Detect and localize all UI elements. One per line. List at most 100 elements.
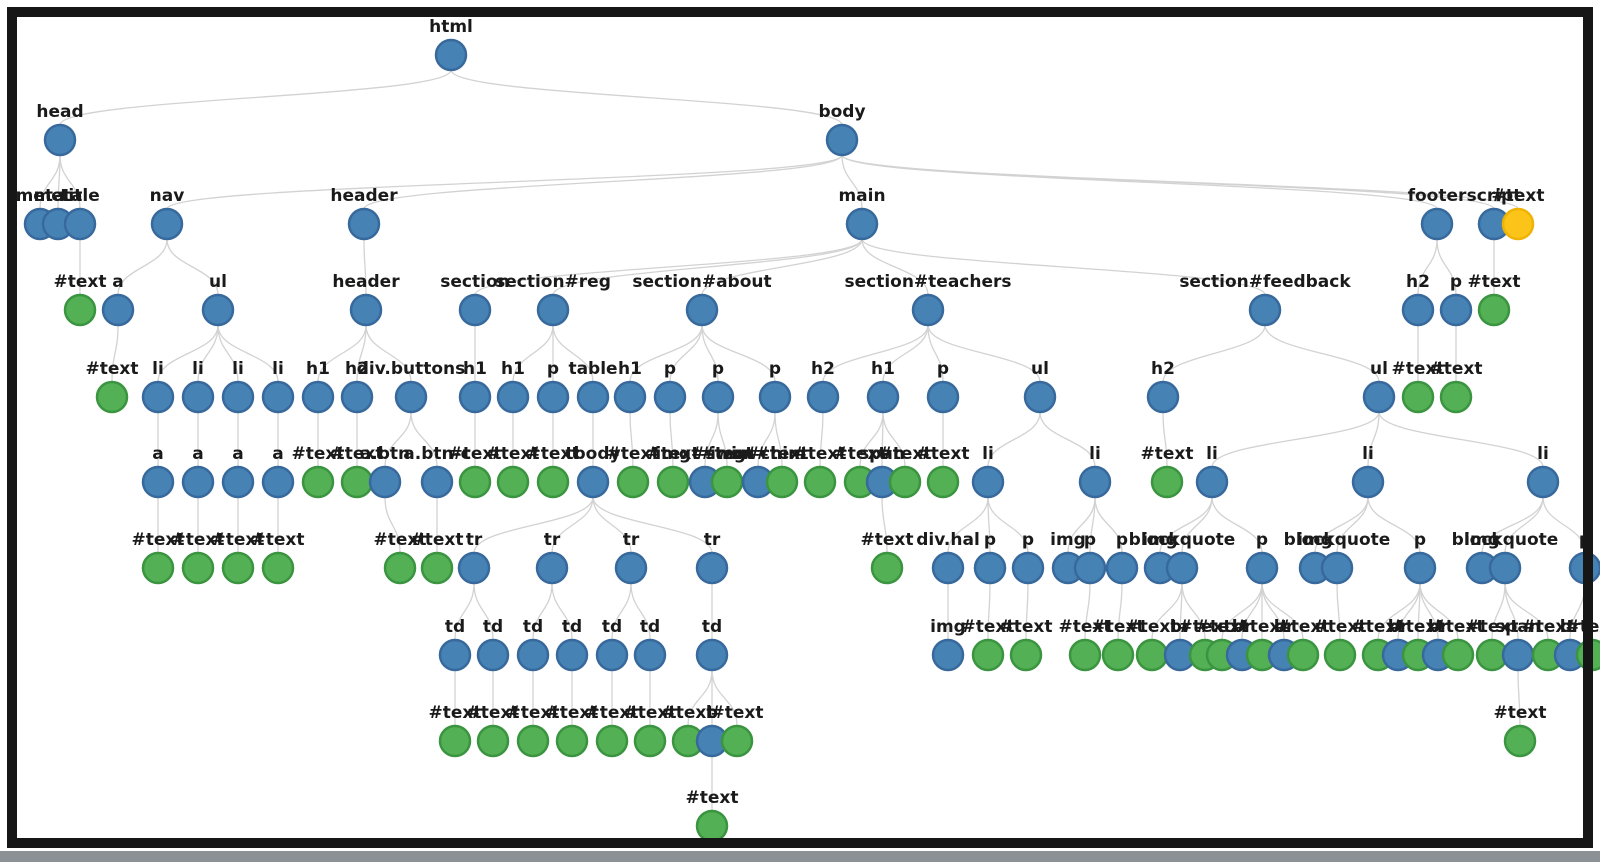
tree-node-p-37[interactable] xyxy=(653,380,687,414)
tree-node-text-136[interactable] xyxy=(516,724,550,758)
tree-node-text-12[interactable] xyxy=(63,293,97,327)
tree-node-li-71[interactable] xyxy=(971,465,1005,499)
tree-node-text-11[interactable] xyxy=(1501,207,1535,241)
tree-node-td-104[interactable] xyxy=(476,638,510,672)
tree-node-text-138[interactable] xyxy=(595,724,629,758)
tree-node-title-5[interactable] xyxy=(63,207,97,241)
tree-node-text-56[interactable] xyxy=(458,465,492,499)
tree-node-text-65[interactable] xyxy=(765,465,799,499)
tree-node-sectionfeedback-20[interactable] xyxy=(1248,293,1282,327)
tree-node-p-90[interactable] xyxy=(1011,551,1045,585)
tree-node-td-103[interactable] xyxy=(438,638,472,672)
tree-node-text-52[interactable] xyxy=(301,465,335,499)
tree-node-text-115[interactable] xyxy=(1135,638,1169,672)
tree-node-li-74[interactable] xyxy=(1195,465,1229,499)
tree-node-text-137[interactable] xyxy=(555,724,589,758)
tree-node-section-16[interactable] xyxy=(458,293,492,327)
tree-node-text-113[interactable] xyxy=(1068,638,1102,672)
tree-node-img-110[interactable] xyxy=(931,638,965,672)
tree-node-a-50[interactable] xyxy=(221,465,255,499)
tree-node-h2-40[interactable] xyxy=(806,380,840,414)
tree-node-td-109[interactable] xyxy=(695,638,729,672)
tree-node-tr-85[interactable] xyxy=(614,551,648,585)
tree-node-sectionteachers-19[interactable] xyxy=(911,293,945,327)
tree-node-text-57[interactable] xyxy=(496,465,530,499)
tree-node-h1-29[interactable] xyxy=(301,380,335,414)
tree-node-text-134[interactable] xyxy=(438,724,472,758)
tree-node-li-75[interactable] xyxy=(1351,465,1385,499)
tree-node-text-69[interactable] xyxy=(888,465,922,499)
tree-node-p-96[interactable] xyxy=(1245,551,1279,585)
tree-node-p-22[interactable] xyxy=(1439,293,1473,327)
tree-node-text-79[interactable] xyxy=(221,551,255,585)
tree-node-h1-41[interactable] xyxy=(866,380,900,414)
tree-node-td-105[interactable] xyxy=(516,638,550,672)
tree-node-div.buttons-31[interactable] xyxy=(394,380,428,414)
tree-node-text-47[interactable] xyxy=(1439,380,1473,414)
tree-node-li-25[interactable] xyxy=(141,380,175,414)
tree-node-p-38[interactable] xyxy=(701,380,735,414)
tree-node-text-46[interactable] xyxy=(1401,380,1435,414)
tree-node-span-130[interactable] xyxy=(1501,638,1535,672)
tree-node-div.hal-88[interactable] xyxy=(931,551,965,585)
tree-node-text-61[interactable] xyxy=(656,465,690,499)
tree-node-html-0[interactable] xyxy=(434,38,468,72)
tree-node-h2-30[interactable] xyxy=(340,380,374,414)
tree-node-blockquote-98[interactable] xyxy=(1320,551,1354,585)
tree-node-a.btn-54[interactable] xyxy=(368,465,402,499)
tree-node-header-7[interactable] xyxy=(347,207,381,241)
tree-node-table-35[interactable] xyxy=(576,380,610,414)
tree-node-text-114[interactable] xyxy=(1101,638,1135,672)
tree-node-p-34[interactable] xyxy=(536,380,570,414)
tree-node-text-66[interactable] xyxy=(803,465,837,499)
tree-node-body-2[interactable] xyxy=(825,123,859,157)
tree-node-li-76[interactable] xyxy=(1526,465,1560,499)
tree-node-h2-21[interactable] xyxy=(1401,293,1435,327)
tree-node-text-77[interactable] xyxy=(141,551,175,585)
tree-node-text-143[interactable] xyxy=(1503,724,1537,758)
tree-node-td-107[interactable] xyxy=(595,638,629,672)
tree-node-text-58[interactable] xyxy=(536,465,570,499)
tree-node-a-51[interactable] xyxy=(261,465,295,499)
tree-node-a-48[interactable] xyxy=(141,465,175,499)
tree-node-text-144[interactable] xyxy=(695,809,729,843)
tree-node-p-99[interactable] xyxy=(1403,551,1437,585)
tree-node-ul-14[interactable] xyxy=(201,293,235,327)
tree-node-p-93[interactable] xyxy=(1105,551,1139,585)
tree-node-h1-32[interactable] xyxy=(458,380,492,414)
tree-node-sectionreg-17[interactable] xyxy=(536,293,570,327)
tree-node-h1-33[interactable] xyxy=(496,380,530,414)
tree-node-text-142[interactable] xyxy=(720,724,754,758)
tree-node-text-73[interactable] xyxy=(1150,465,1184,499)
tree-node-text-111[interactable] xyxy=(971,638,1005,672)
tree-node-text-123[interactable] xyxy=(1323,638,1357,672)
tree-node-blockquote-101[interactable] xyxy=(1488,551,1522,585)
tree-node-h2-44[interactable] xyxy=(1146,380,1180,414)
tree-node-head-1[interactable] xyxy=(43,123,77,157)
tree-node-text-82[interactable] xyxy=(420,551,454,585)
tree-node-h1-36[interactable] xyxy=(613,380,647,414)
tree-node-ul-43[interactable] xyxy=(1023,380,1057,414)
tree-node-text-53[interactable] xyxy=(340,465,374,499)
tree-node-text-23[interactable] xyxy=(1477,293,1511,327)
tree-node-tr-84[interactable] xyxy=(535,551,569,585)
tree-node-a-13[interactable] xyxy=(101,293,135,327)
tree-node-td-106[interactable] xyxy=(555,638,589,672)
tree-node-text-135[interactable] xyxy=(476,724,510,758)
tree-node-text-87[interactable] xyxy=(870,551,904,585)
tree-node-td-108[interactable] xyxy=(633,638,667,672)
tree-node-p-92[interactable] xyxy=(1073,551,1107,585)
tree-node-p-42[interactable] xyxy=(926,380,960,414)
tree-node-tbody-59[interactable] xyxy=(576,465,610,499)
tree-node-text-60[interactable] xyxy=(616,465,650,499)
tree-node-text-128[interactable] xyxy=(1441,638,1475,672)
tree-node-p-39[interactable] xyxy=(758,380,792,414)
tree-node-text-139[interactable] xyxy=(633,724,667,758)
tree-node-li-72[interactable] xyxy=(1078,465,1112,499)
tree-node-header-15[interactable] xyxy=(349,293,383,327)
tree-node-text-63[interactable] xyxy=(710,465,744,499)
tree-node-text-70[interactable] xyxy=(926,465,960,499)
tree-node-nav-6[interactable] xyxy=(150,207,184,241)
tree-node-blockquote-95[interactable] xyxy=(1165,551,1199,585)
tree-node-text-78[interactable] xyxy=(181,551,215,585)
